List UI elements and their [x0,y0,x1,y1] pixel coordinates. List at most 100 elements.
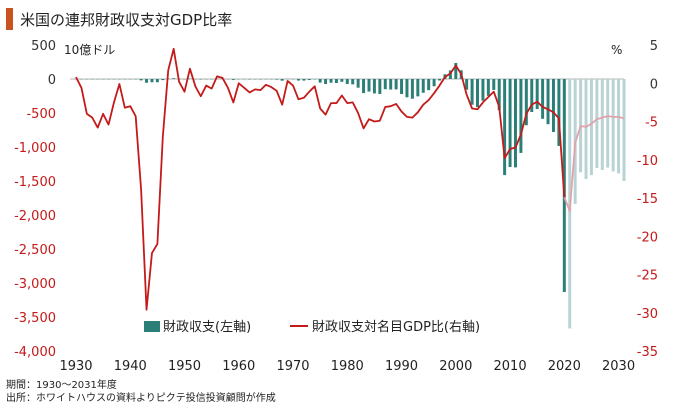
bar [410,79,414,99]
bar [557,79,561,146]
bar [530,79,534,112]
bar [470,79,474,105]
bar [318,79,322,83]
bar [324,79,328,85]
bar [622,79,626,181]
right-tick-label: -15 [637,192,658,207]
left-tick-label: -500 [26,107,56,122]
bar [416,79,420,97]
bar [492,79,496,90]
bar [145,79,149,83]
bar [302,79,306,81]
bar [351,79,355,85]
bar [400,79,404,95]
bar [372,79,376,94]
bar [378,79,382,95]
bar [405,79,409,98]
x-tick-label: 1940 [114,359,147,374]
bar [497,79,501,111]
bar [448,70,452,79]
left-tick-label: -1,000 [14,141,56,156]
bar [139,79,143,81]
bar [150,79,154,83]
bar [307,79,311,81]
bar [595,79,599,169]
line-forecast [563,115,625,212]
bar [275,79,279,80]
bar [519,79,523,153]
bar [476,79,479,108]
legend-bar-label: 財政収支(左軸) [163,320,251,335]
x-tick-label: 1990 [385,359,418,374]
bar [394,79,398,90]
x-tick-label: 1980 [331,359,364,374]
bar [611,79,615,172]
bar [334,79,338,84]
legend-line-label: 財政収支対名目GDP比(右軸) [312,319,480,335]
bar [508,79,512,167]
bar [231,79,235,80]
bar [503,79,507,176]
left-tick-label: -2,000 [14,209,56,224]
line-actual [75,47,566,311]
bar [546,79,550,125]
bar [367,79,371,92]
bar [524,79,528,126]
x-tick-label: 2020 [548,359,581,374]
bar [356,79,360,88]
left-tick-label: 0 [48,73,56,88]
bar [454,62,458,79]
bar [427,79,431,91]
footnote-source: 出所：ホワイトハウスの資料よりピクテ投信投資顧問が作成 [6,393,276,404]
bar [584,79,588,179]
bar [535,79,539,110]
x-tick-label: 2010 [494,359,527,374]
bar [465,79,469,90]
right-tick-label: -25 [637,269,658,284]
bar [345,79,349,85]
x-tick-label: 2000 [439,359,472,374]
legend-bar-swatch [144,321,160,332]
bar [329,79,333,83]
bar [389,79,393,90]
bar [340,79,344,82]
title-accent-bar [6,8,13,30]
right-tick-label: -30 [637,307,658,322]
bar [541,79,545,119]
left-tick-label: 500 [31,39,56,54]
bar [600,79,604,170]
bar [155,79,159,83]
bar [617,79,621,174]
left-tick-label: -4,000 [14,345,56,360]
x-tick-label: 1970 [276,359,309,374]
left-axis-unit: 10億ドル [64,43,115,57]
right-tick-label: 0 [650,77,658,92]
left-tick-label: -2,500 [14,243,56,258]
right-tick-label: -20 [637,230,658,245]
bar [589,79,593,176]
legend: 財政収支(左軸) 財政収支対名目GDP比(右軸) [144,319,480,335]
right-tick-label: 5 [650,39,658,54]
chart-title: 米国の連邦財政収支対GDP比率 [20,11,233,29]
bar [486,79,490,96]
bar [438,79,442,81]
bar [481,79,485,101]
x-tick-label: 1950 [168,359,201,374]
x-axis: 1930 1940 1950 1960 1970 1980 1990 2000 2010 2020… [59,359,635,374]
right-tick-label: -35 [637,345,658,360]
right-tick-label: -5 [645,116,658,131]
x-tick-label: 2030 [602,359,635,374]
bar [280,79,284,81]
line-series [75,47,625,311]
left-tick-label: -3,000 [14,277,56,292]
bar [383,79,387,90]
bar [362,79,366,94]
bar [606,79,610,168]
bar [296,79,300,81]
x-tick-label: 1960 [222,359,255,374]
bar [513,79,517,168]
right-axis: % 5 0 -5 -10 -15 -20 -25 -30 -35 [611,39,658,360]
right-tick-label: -10 [637,154,658,169]
bar [551,79,555,132]
